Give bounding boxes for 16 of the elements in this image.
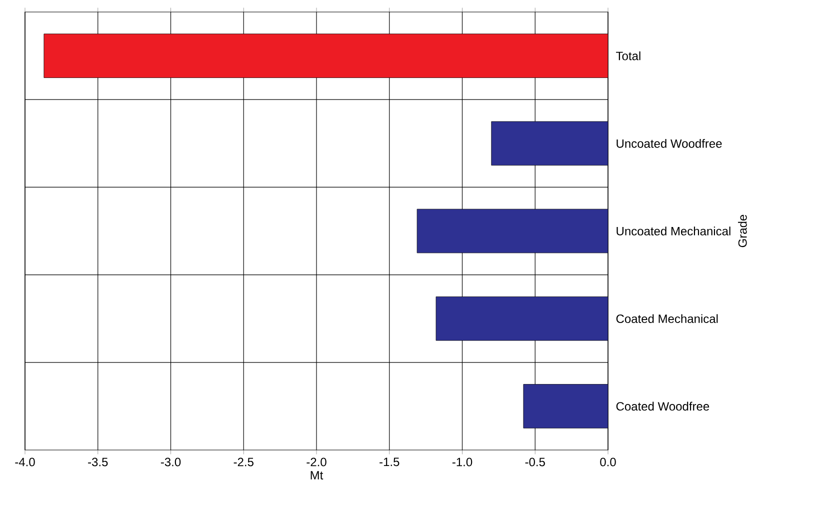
y-tick-label: Uncoated Mechanical <box>616 226 730 236</box>
x-tick-label: -3.5 <box>88 458 108 466</box>
y-tick-label: Coated Woodfree <box>616 402 710 411</box>
x-tick-label: -1.5 <box>380 458 400 466</box>
x-tick-label: -4.0 <box>15 458 35 466</box>
x-tick-label: 0.0 <box>600 458 616 466</box>
y-tick-label: Uncoated Woodfree <box>616 138 722 148</box>
x-tick-label: -1.0 <box>452 458 472 466</box>
x-tick-label: -2.5 <box>234 458 254 466</box>
y-axis-title: Grade <box>738 214 747 248</box>
x-tick-label: -2.0 <box>306 458 326 466</box>
x-tick-label: -0.5 <box>525 458 545 466</box>
x-tick-label: -3.0 <box>160 458 181 466</box>
y-tick-label: Total <box>616 51 640 60</box>
x-axis-title: Mt <box>310 471 324 480</box>
y-tick-label: Coated Mechanical <box>616 314 718 324</box>
